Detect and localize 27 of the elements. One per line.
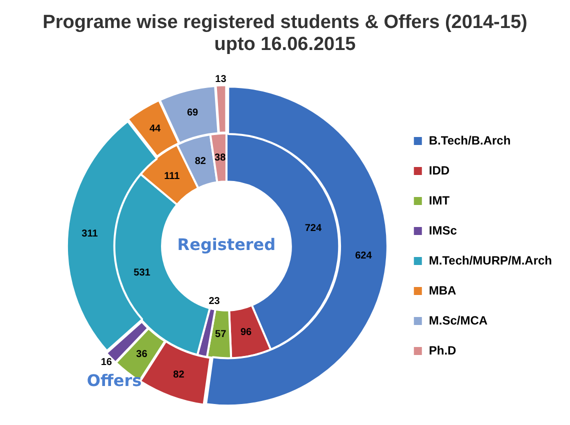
legend-label: M.Sc/MCA xyxy=(428,313,488,328)
data-label: 82 xyxy=(173,369,185,380)
data-label: 57 xyxy=(215,329,227,340)
legend-label: IDD xyxy=(428,163,450,178)
legend-label: B.Tech/B.Arch xyxy=(428,133,511,148)
data-label: 16 xyxy=(100,356,112,368)
chart-title: Programe wise registered students & Offers (2014-15) upto 16.06.2015 xyxy=(42,11,528,57)
legend-label: MBA xyxy=(428,283,457,298)
slice-label: Registered xyxy=(177,235,276,254)
data-label: 82 xyxy=(194,156,206,168)
legend-label: M.Tech/MURP/M.Arch xyxy=(428,253,552,268)
data-label: 96 xyxy=(240,327,252,338)
legend-label: IMSc xyxy=(428,223,458,238)
data-label: 69 xyxy=(186,108,199,119)
data-label: 36 xyxy=(136,348,148,360)
data-label: 111 xyxy=(164,170,180,182)
data-label: 38 xyxy=(214,152,226,164)
data-label: 13 xyxy=(215,74,227,85)
data-label: 44 xyxy=(149,123,162,134)
data-label: 724 xyxy=(304,222,322,234)
data-label: 624 xyxy=(355,250,372,262)
data-label: 311 xyxy=(82,228,98,240)
slice-label: Offers xyxy=(86,370,142,390)
data-label: 531 xyxy=(134,267,151,278)
data-label: 23 xyxy=(208,296,220,307)
legend-label: IMT xyxy=(428,193,450,208)
legend-label: Ph.D xyxy=(428,343,457,358)
